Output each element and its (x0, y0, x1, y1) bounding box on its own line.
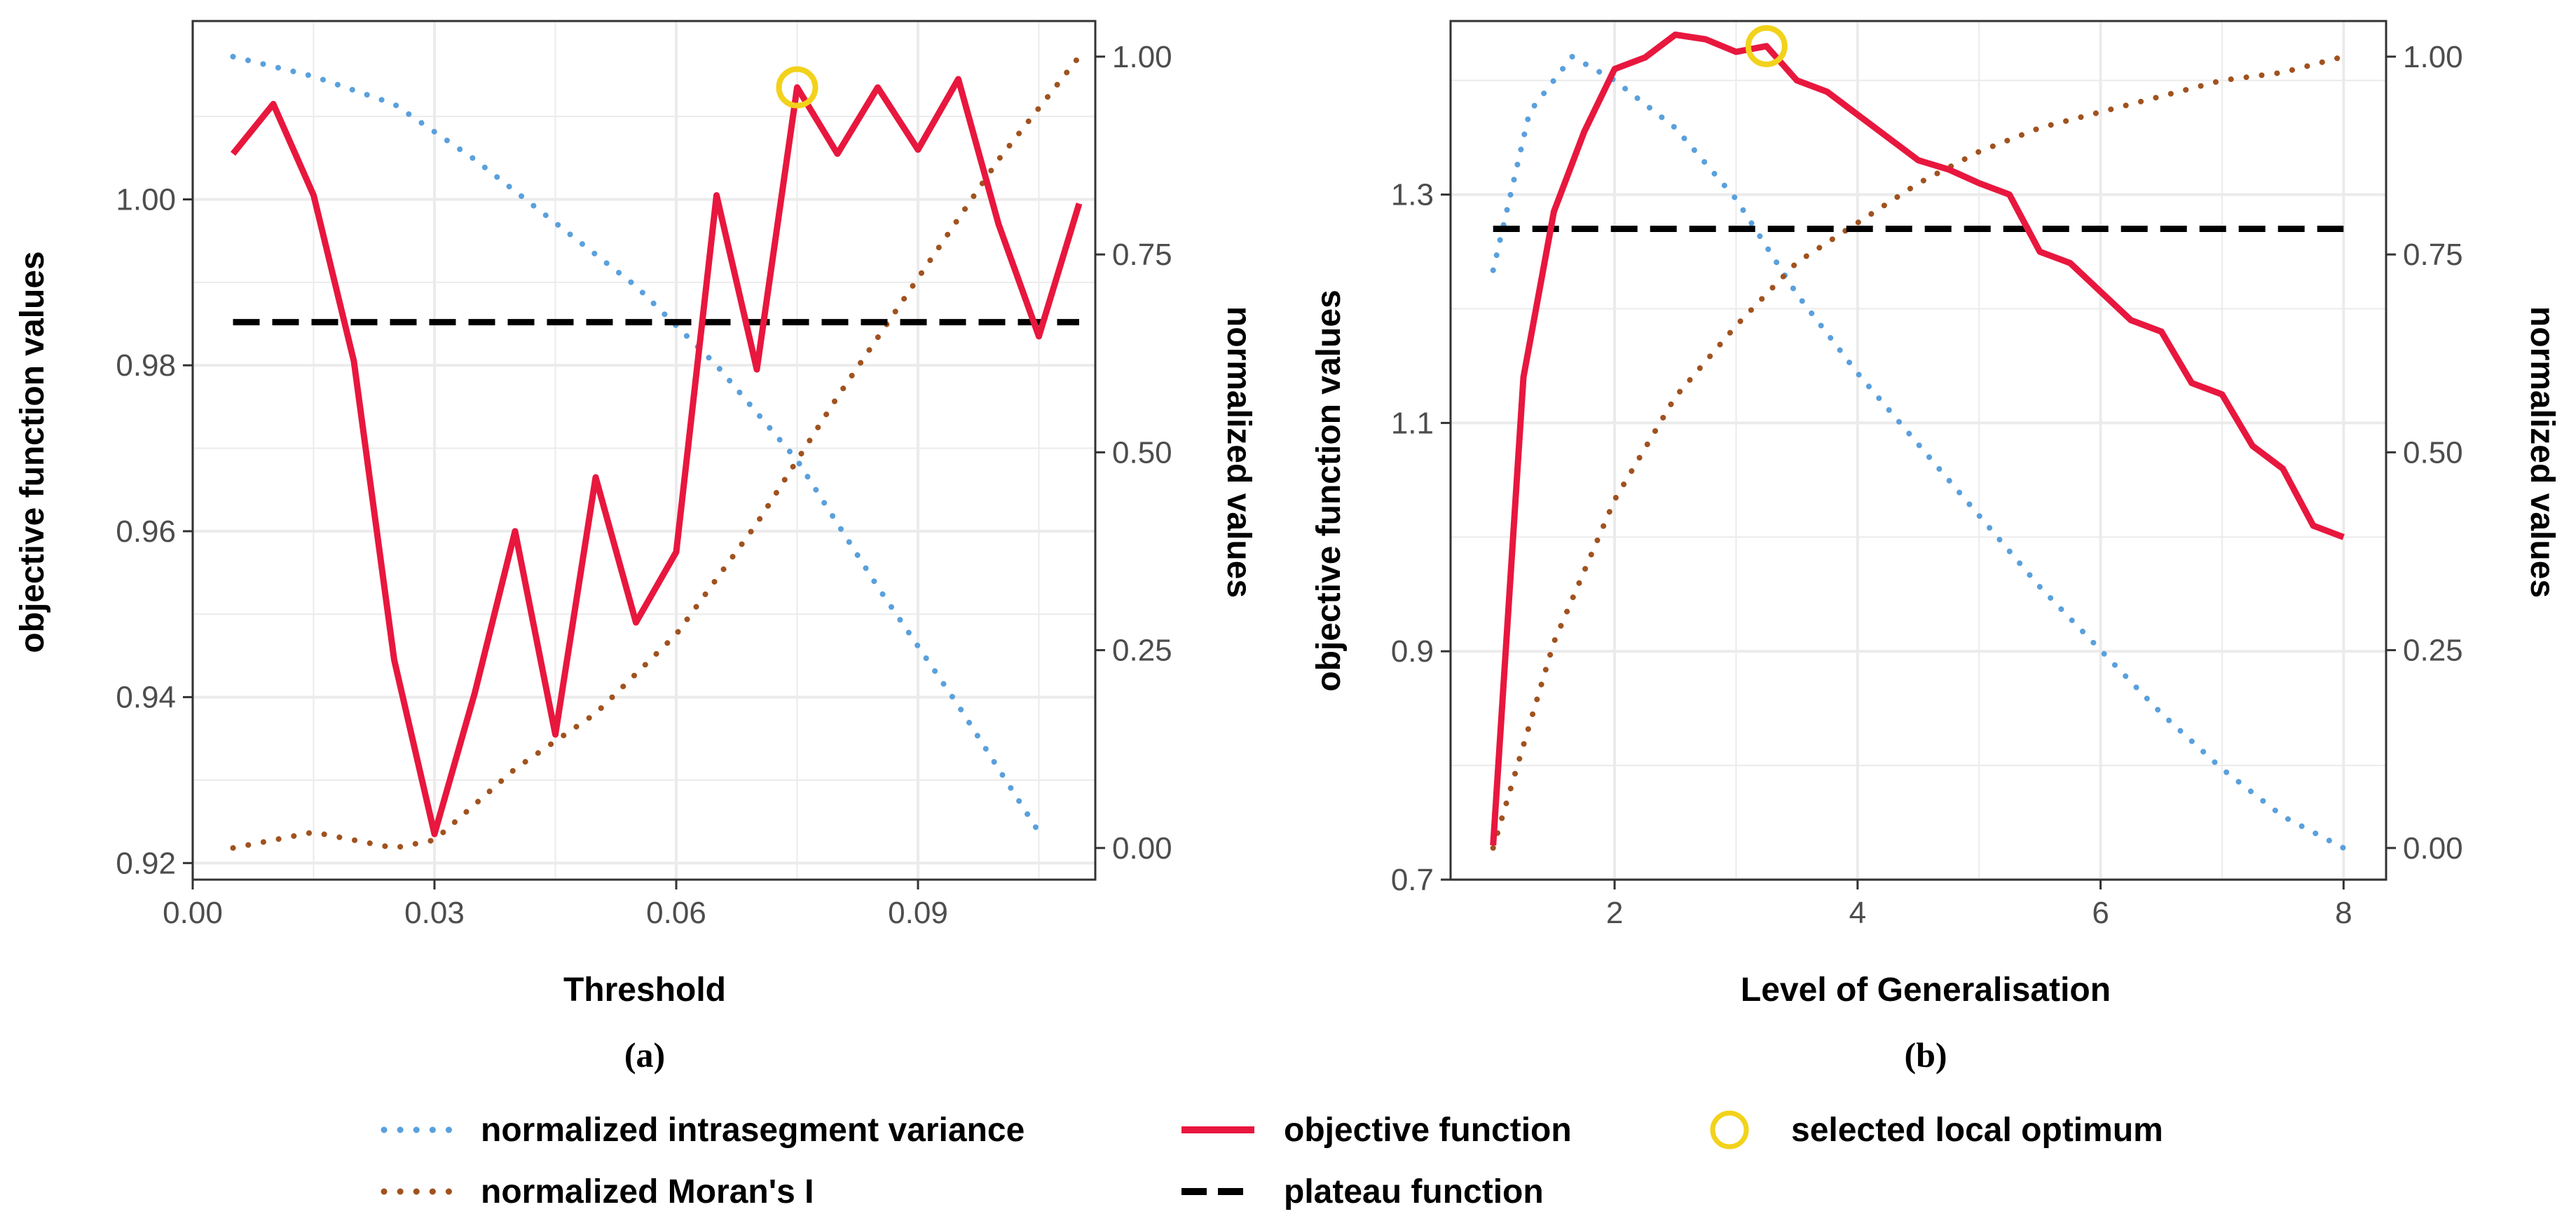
y-tick-label: 0.7 (1391, 863, 1434, 897)
y-tick-label: 0.98 (116, 348, 176, 383)
legend-label-moran: normalized Moran's I (481, 1173, 814, 1210)
panel-a-y-axis-title: objective function values (14, 251, 51, 653)
y-tick-label: 0.94 (116, 681, 176, 715)
plot-background (1451, 21, 2386, 880)
y-tick-label: 1.3 (1391, 178, 1434, 212)
legend-label-variance: normalized intrasegment variance (481, 1112, 1025, 1149)
y2-tick-label: 1.00 (2403, 40, 2463, 74)
panel-b-label: (b) (1904, 1035, 1947, 1074)
x-tick-label: 0.03 (404, 896, 465, 930)
x-tick-label: 0.06 (646, 896, 706, 930)
panel-a-y2-axis-title: normalized values (1220, 306, 1257, 598)
x-tick-label: 4 (1849, 896, 1866, 930)
y2-tick-label: 0.00 (1112, 831, 1172, 866)
panel-b-grid (1451, 21, 2386, 881)
y2-tick-label: 1.00 (1112, 40, 1172, 74)
y2-tick-label: 0.50 (1112, 435, 1172, 470)
optimum-marker (1745, 25, 1788, 67)
panel-b-x-axis-title: Level of Generalisation (1741, 971, 2111, 1009)
y-tick-label: 1.1 (1391, 406, 1434, 440)
legend-item-variance: normalized intrasegment variance (381, 1112, 1025, 1149)
y2-tick-label: 0.50 (2403, 435, 2463, 470)
panel-a-frame (191, 20, 1097, 881)
optimum-marker (776, 66, 818, 109)
y2-tick-label: 0.75 (2403, 238, 2463, 272)
panel-a-axes: 0.00 0.03 0.06 0.09 0.92 0.94 0.96 0.98 1.00 0.00… (116, 40, 1172, 930)
panel-b-series (1490, 25, 2347, 851)
x-tick-label: 0.09 (888, 896, 948, 930)
y2-tick-label: 0.75 (1112, 238, 1172, 272)
x-tick-label: 0.00 (163, 896, 223, 930)
y-tick-label: 0.9 (1391, 634, 1434, 669)
legend-item-moran: normalized Moran's I (381, 1173, 814, 1210)
panel-b-chart: 2 4 6 8 0.7 0.9 1.1 1.3 0.00 0.25 0.50 0.75 1.00 Lev… (1310, 20, 2561, 1074)
panel-a-grid (191, 21, 1095, 880)
legend-label-plateau: plateau function (1284, 1173, 1544, 1210)
y-tick-label: 0.92 (116, 846, 176, 880)
legend-item-plateau: plateau function (1181, 1173, 1544, 1210)
panel-b-axes: 2 4 6 8 0.7 0.9 1.1 1.3 0.00 0.25 0.50 0.75 1.00 (1391, 40, 2463, 930)
legend-item-objective: objective function (1181, 1112, 1572, 1149)
y-tick-label: 0.96 (116, 514, 176, 549)
panel-b-y2-axis-title: normalized values (2523, 306, 2561, 598)
series-line-normalized-moran-s-i (1490, 53, 2347, 851)
y2-tick-label: 0.25 (2403, 634, 2463, 668)
y-tick-label: 1.00 (116, 182, 176, 217)
x-tick-label: 8 (2335, 896, 2352, 930)
x-tick-label: 2 (1606, 896, 1623, 930)
panel-b-frame (1449, 20, 2387, 881)
series-line-objective-function (1490, 32, 2345, 846)
y2-tick-label: 0.25 (1112, 634, 1172, 668)
x-tick-label: 6 (2092, 896, 2109, 930)
legend-item-optimum: selected local optimum (1710, 1110, 2163, 1149)
legend: normalized intrasegment variance normali… (381, 1110, 2163, 1210)
series-line-objective-function (231, 76, 1083, 838)
legend-label-optimum: selected local optimum (1791, 1112, 2163, 1149)
y2-tick-label: 0.00 (2403, 831, 2463, 866)
panel-b-y-axis-title: objective function values (1310, 289, 1348, 691)
panel-a-x-axis-title: Threshold (563, 971, 726, 1009)
legend-key-optimum (1710, 1110, 1749, 1149)
panel-a-series (230, 53, 1083, 851)
series-line-normalized-moran-s-i (230, 53, 1082, 851)
legend-label-objective: objective function (1284, 1112, 1572, 1149)
plot-background (193, 21, 1095, 880)
panel-a-label: (a) (624, 1035, 665, 1074)
panel-a-chart: 0.00 0.03 0.06 0.09 0.92 0.94 0.96 0.98 1.00 0.00… (14, 20, 1257, 1074)
series-line-normalized-intrasegment-variance (230, 53, 1042, 835)
series-line-normalized-intrasegment-variance (1490, 53, 2347, 851)
